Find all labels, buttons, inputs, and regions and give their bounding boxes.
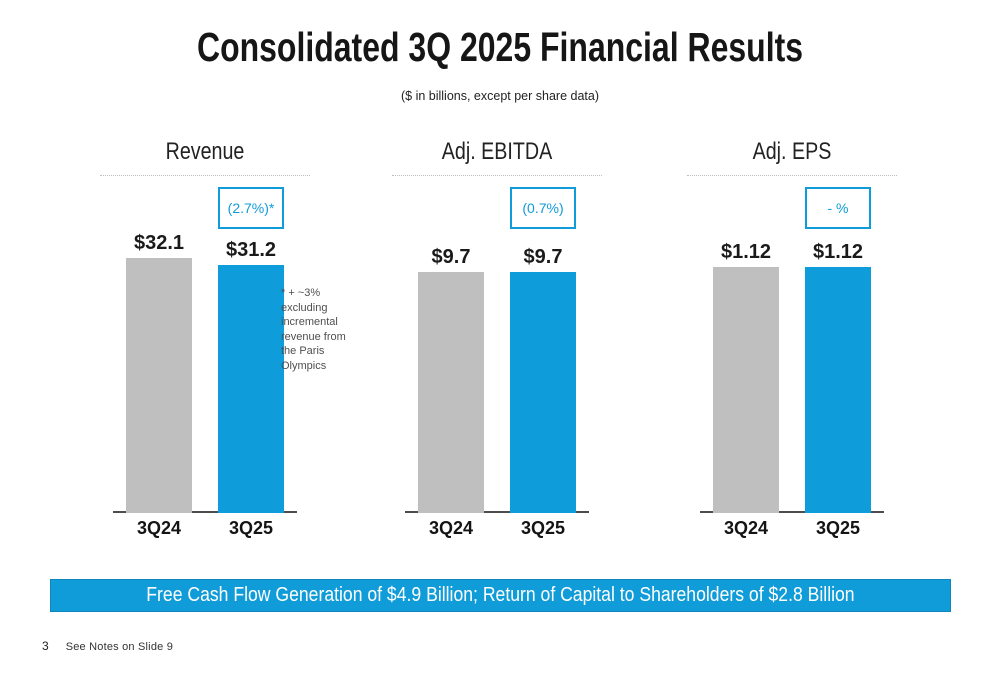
chart-adj-ebitda: Adj. EBITDA (0.7%) $9.7 $9.7 3Q24 3Q25 — [357, 138, 637, 539]
bar-value-label: $1.12 — [812, 241, 864, 263]
revenue-footnote: * + ~3% excluding incremental revenue fr… — [281, 287, 346, 372]
bar-column-3q24: $32.1 — [126, 232, 192, 513]
axis-label-3q25: 3Q25 — [815, 518, 861, 538]
chart-title-adj-ebitda: Adj. EBITDA — [441, 138, 553, 165]
bar-group: $32.1 $31.2 — [126, 232, 284, 513]
bar-value-label: $31.2 — [225, 239, 277, 261]
page-number: 3 — [42, 639, 49, 653]
bar-column-3q25: $9.7 — [510, 246, 576, 513]
chart-plot-area: - % $1.12 $1.12 — [652, 176, 932, 513]
axis-baseline — [405, 511, 589, 513]
bar-3q24 — [418, 272, 484, 513]
chart-title-revenue: Revenue — [165, 138, 245, 165]
chart-separator — [687, 175, 897, 176]
change-badge: - % — [805, 187, 871, 229]
chart-separator — [100, 175, 310, 176]
change-label: - % — [827, 200, 849, 216]
x-axis: 3Q24 3Q25 — [65, 518, 345, 539]
change-badge: (2.7%)* — [218, 187, 284, 229]
chart-separator — [392, 175, 602, 176]
bar-3q25 — [510, 272, 576, 513]
bar-column-3q24: $1.12 — [713, 241, 779, 513]
change-label: (0.7%) — [522, 200, 564, 216]
bar-group: $9.7 $9.7 — [418, 246, 576, 513]
bar-group: $1.12 $1.12 — [713, 241, 871, 513]
axis-label-3q25: 3Q25 — [520, 518, 566, 538]
axis-label-3q24: 3Q24 — [136, 518, 182, 538]
x-axis: 3Q24 3Q25 — [357, 518, 637, 539]
bar-column-3q25: $1.12 — [805, 241, 871, 513]
banner: Free Cash Flow Generation of $4.9 Billio… — [50, 579, 951, 612]
chart-plot-area: (2.7%)* $32.1 $31.2 * + ~3% excluding in… — [65, 176, 346, 513]
footer: 3 See Notes on Slide 9 — [42, 639, 173, 653]
bar-column-3q24: $9.7 — [418, 246, 484, 513]
bar-value-label: $9.7 — [523, 246, 563, 268]
chart-revenue: Revenue (2.7%)* $32.1 $31.2 * + ~3% excl… — [65, 138, 346, 539]
slide-title: Consolidated 3Q 2025 Financial Results — [196, 24, 804, 70]
bar-value-label: $9.7 — [431, 246, 471, 268]
axis-label-3q24: 3Q24 — [723, 518, 769, 538]
banner-text: Free Cash Flow Generation of $4.9 Billio… — [146, 584, 855, 606]
x-axis: 3Q24 3Q25 — [652, 518, 932, 539]
chart-title-adj-eps: Adj. EPS — [752, 138, 832, 165]
bar-3q25 — [218, 265, 284, 513]
axis-baseline — [113, 511, 297, 513]
chart-plot-area: (0.7%) $9.7 $9.7 — [357, 176, 637, 513]
slide-subtitle: ($ in billions, except per share data) — [400, 89, 600, 103]
axis-baseline — [700, 511, 884, 513]
bar-3q24 — [713, 267, 779, 513]
axis-label-3q24: 3Q24 — [428, 518, 474, 538]
footer-note: See Notes on Slide 9 — [65, 641, 174, 653]
axis-label-3q25: 3Q25 — [228, 518, 274, 538]
bar-value-label: $32.1 — [133, 232, 185, 254]
bar-3q25 — [805, 267, 871, 513]
chart-adj-eps: Adj. EPS - % $1.12 $1.12 3Q24 3Q25 — [652, 138, 932, 539]
change-badge: (0.7%) — [510, 187, 576, 229]
bar-3q24 — [126, 258, 192, 513]
change-label: (2.7%)* — [227, 200, 275, 216]
bar-value-label: $1.12 — [720, 241, 772, 263]
bar-column-3q25: $31.2 — [218, 239, 284, 513]
